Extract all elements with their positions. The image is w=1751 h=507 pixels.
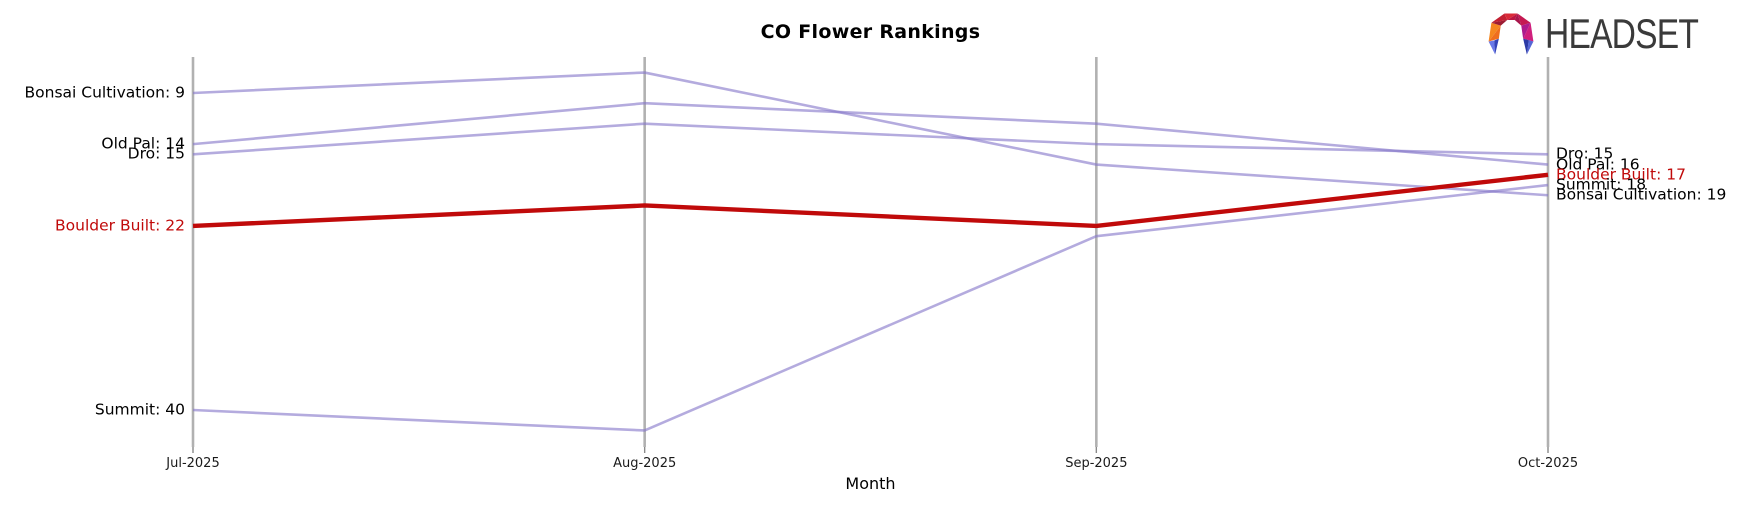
right-line-label: Summit: 18: [1556, 175, 1647, 194]
series-line-dro: [192, 122, 1549, 156]
right-line-label: Boulder Built: 17: [1556, 165, 1686, 184]
right-line-label: Dro: 15: [1556, 144, 1614, 163]
x-tick-label: Oct-2025: [1517, 456, 1579, 471]
right-line-label: Old Pal: 16: [1556, 154, 1640, 173]
left-line-label: Old Pal: 14: [101, 134, 185, 153]
x-tick-label: Aug-2025: [613, 456, 677, 471]
x-tick-label: Jul-2025: [166, 456, 220, 471]
series-line-old-pal: [192, 101, 1549, 166]
headset-logo-icon: [1488, 13, 1534, 55]
series-line-boulder-built: [192, 172, 1549, 229]
series-line-bonsai-cultivation: [192, 71, 1549, 197]
left-line-label: Dro: 15: [127, 144, 185, 163]
headset-logo: HEADSET: [1483, 9, 1736, 59]
left-line-label: Bonsai Cultivation: 9: [24, 83, 185, 102]
headset-logo-text: HEADSET: [1545, 10, 1699, 57]
x-tick-label: Sep-2025: [1065, 456, 1128, 471]
right-line-label: Bonsai Cultivation: 19: [1556, 185, 1727, 204]
left-line-label: Boulder Built: 22: [55, 216, 185, 235]
chart-title: CO Flower Rankings: [760, 21, 981, 43]
series-line-summit: [192, 183, 1549, 432]
left-line-label: Summit: 40: [94, 400, 185, 419]
x-axis-title: Month: [845, 474, 896, 493]
